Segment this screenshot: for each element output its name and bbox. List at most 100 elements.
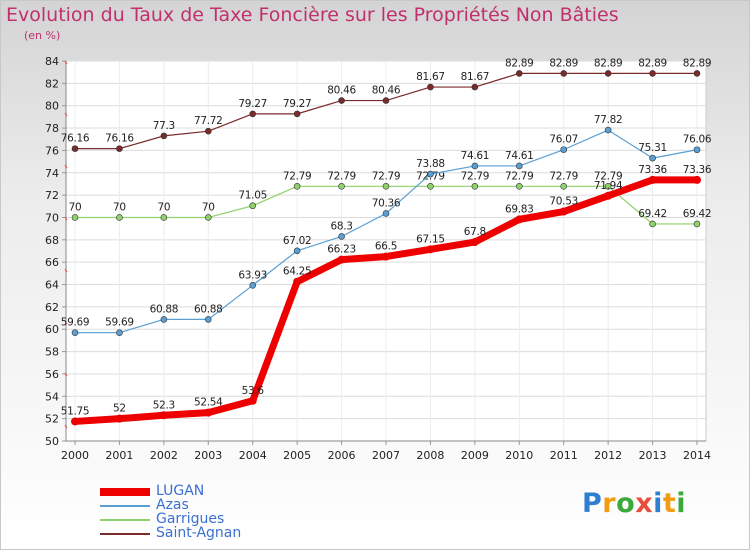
data-label-garrigues: 72.79 — [549, 170, 578, 182]
x-tick-label: 2013 — [639, 449, 667, 462]
point-lugan — [337, 255, 346, 264]
point-azas — [71, 329, 79, 337]
data-label-azas: 59.69 — [105, 317, 134, 329]
data-label-garrigues: 72.79 — [594, 170, 623, 182]
data-label-garrigues: 69.42 — [683, 208, 712, 220]
y-tick-label: 72 — [45, 189, 59, 202]
data-label-saint-agnan: 77.3 — [153, 120, 175, 132]
point-garrigues — [293, 182, 301, 190]
y-tick-label: 78 — [45, 122, 59, 135]
legend-label: Azas — [156, 497, 189, 513]
point-saint-agnan — [471, 83, 479, 91]
point-saint-agnan — [693, 70, 701, 77]
point-saint-agnan — [338, 97, 345, 104]
data-label-garrigues: 70 — [69, 201, 82, 213]
x-tick-label: 2010 — [505, 449, 533, 462]
data-label-garrigues: 70 — [202, 201, 215, 213]
data-label-garrigues: 69.42 — [638, 208, 667, 220]
data-label-azas: 76.07 — [549, 134, 578, 146]
axis-marker — [64, 424, 68, 429]
legend-swatch — [100, 488, 150, 496]
data-label-saint-agnan: 81.67 — [416, 71, 445, 83]
data-label-azas: 73.88 — [416, 158, 445, 170]
y-tick-label: 60 — [45, 323, 59, 336]
data-label-lugan: 73.36 — [638, 164, 667, 176]
point-garrigues — [604, 182, 612, 190]
point-azas — [160, 316, 168, 323]
data-label-saint-agnan: 79.27 — [238, 98, 267, 110]
logo-letter: t — [662, 488, 677, 519]
data-label-garrigues: 70 — [157, 201, 170, 213]
axis-marker — [64, 216, 68, 221]
y-tick-label: 66 — [45, 256, 59, 269]
point-garrigues — [382, 182, 390, 190]
y-tick-label: 80 — [45, 100, 59, 113]
point-saint-agnan — [204, 127, 212, 135]
point-azas — [693, 146, 701, 154]
point-lugan — [115, 414, 124, 423]
point-saint-agnan — [515, 70, 523, 77]
data-label-saint-agnan: 76.16 — [105, 133, 134, 145]
x-tick-label: 2003 — [194, 449, 222, 462]
data-label-lugan: 70.53 — [549, 196, 578, 208]
legend-label: LUGAN — [156, 483, 205, 499]
x-tick-label: 2005 — [283, 449, 311, 462]
x-tick-label: 2011 — [550, 449, 578, 462]
data-label-azas: 74.61 — [461, 150, 490, 162]
data-label-lugan: 66.23 — [327, 244, 356, 256]
point-azas — [293, 247, 301, 255]
point-saint-agnan — [160, 132, 168, 140]
data-label-lugan: 69.83 — [505, 203, 534, 215]
point-lugan — [559, 207, 568, 216]
data-label-saint-agnan: 82.89 — [683, 57, 712, 69]
point-garrigues — [471, 182, 479, 190]
y-tick-label: 52 — [45, 413, 59, 426]
point-lugan — [293, 277, 302, 286]
data-label-lugan: 66.5 — [375, 241, 397, 253]
point-garrigues — [427, 182, 434, 190]
data-label-garrigues: 70 — [113, 201, 126, 213]
point-azas — [204, 316, 212, 323]
data-label-saint-agnan: 82.89 — [638, 57, 667, 69]
point-saint-agnan — [560, 70, 568, 77]
point-azas — [382, 210, 390, 217]
logo-letter: x — [635, 488, 654, 519]
y-tick-label: 54 — [45, 390, 59, 403]
point-azas — [515, 162, 523, 170]
data-label-lugan: 73.36 — [683, 164, 712, 176]
point-lugan — [693, 175, 701, 184]
data-label-lugan: 64.25 — [283, 266, 312, 278]
logo-letter: r — [602, 488, 617, 519]
x-tick-label: 2006 — [328, 449, 356, 462]
x-tick-label: 2007 — [372, 449, 400, 462]
x-tick-label: 2004 — [239, 449, 267, 462]
data-label-garrigues: 72.79 — [461, 170, 490, 182]
data-label-azas: 59.69 — [61, 317, 90, 329]
point-lugan — [71, 417, 79, 426]
point-lugan — [604, 191, 613, 200]
point-azas — [471, 162, 479, 170]
point-saint-agnan — [382, 97, 390, 104]
y-tick-label: 70 — [45, 211, 59, 224]
axis-marker — [64, 372, 68, 377]
data-label-lugan: 67.15 — [416, 233, 445, 245]
data-label-lugan: 53.6 — [242, 385, 265, 397]
legend-swatch — [100, 505, 150, 507]
chart-title: Evolution du Taux de Taxe Foncière sur l… — [6, 4, 619, 26]
axis-marker — [64, 60, 68, 65]
point-azas — [338, 233, 345, 240]
data-label-azas: 60.88 — [194, 303, 223, 315]
point-lugan — [515, 215, 524, 224]
data-label-lugan: 52.54 — [194, 397, 223, 409]
point-garrigues — [116, 214, 123, 221]
y-tick-label: 58 — [45, 346, 59, 359]
point-garrigues — [338, 182, 345, 190]
point-lugan — [426, 245, 435, 254]
proxiti-logo: Proxiti — [582, 488, 686, 519]
point-saint-agnan — [116, 145, 123, 152]
logo-letter: P — [582, 488, 603, 519]
data-label-saint-agnan: 80.46 — [327, 85, 356, 97]
data-label-azas: 70.36 — [372, 197, 401, 209]
point-lugan — [204, 408, 213, 417]
data-label-garrigues: 72.79 — [505, 170, 534, 182]
